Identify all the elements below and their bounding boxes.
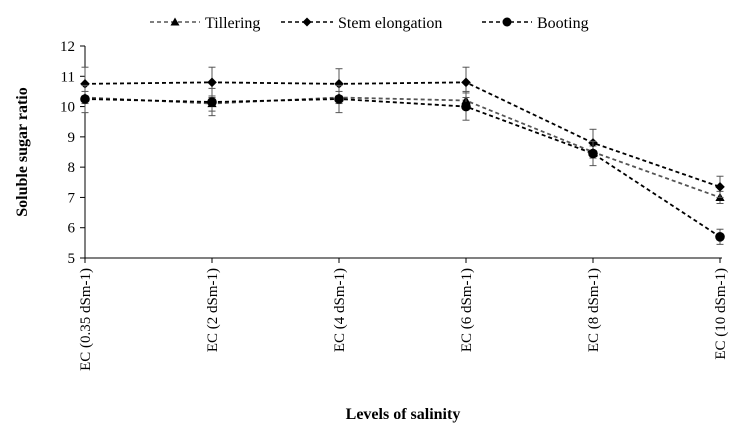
data-point <box>715 182 725 192</box>
x-ticks: EC (0.35 dSm-1) EC (2 dSm-1) EC (4 dSm-1) E… <box>78 258 729 371</box>
y-axis-title: Soluble sugar ratio <box>14 87 31 217</box>
legend-label-stem-elongation: Stem elongation <box>338 15 442 32</box>
x-tick-label: EC (10 dSm-1) <box>713 268 729 360</box>
legend-marker-booting <box>502 17 512 27</box>
axes <box>84 46 722 259</box>
legend-marker-tillering <box>170 17 180 26</box>
series-line <box>84 96 721 199</box>
legend-label-tillering: Tillering <box>205 15 260 32</box>
data-point <box>461 77 471 88</box>
x-tick-label: EC (0.35 dSm-1) <box>78 268 94 371</box>
data-point <box>80 94 90 104</box>
y-tick-label: 6 <box>68 221 76 237</box>
legend-item-booting: Booting <box>482 15 589 32</box>
data-point <box>588 148 598 159</box>
series-booting <box>80 84 725 245</box>
x-tick-label: EC (4 dSm-1) <box>332 268 348 352</box>
x-axis-title: Levels of salinity <box>346 406 461 423</box>
legend-marker-stem-elongation <box>302 17 312 27</box>
legend: Tillering Stem elongation Booting <box>150 15 589 32</box>
legend-item-stem-elongation: Stem elongation <box>281 15 442 32</box>
series-line <box>84 81 721 188</box>
y-tick-label: 10 <box>60 100 75 116</box>
data-point <box>334 94 344 104</box>
x-tick-label: EC (2 dSm-1) <box>205 268 221 352</box>
series-line <box>84 98 721 238</box>
x-tick-label: EC (6 dSm-1) <box>459 268 475 352</box>
series-layer <box>80 66 725 245</box>
legend-item-tillering: Tillering <box>150 15 260 32</box>
y-tick-label: 11 <box>61 69 75 85</box>
data-point <box>80 79 90 89</box>
series-tillering <box>80 90 725 204</box>
y-tick-label: 7 <box>68 190 76 206</box>
y-tick-label: 12 <box>60 39 75 55</box>
data-point <box>715 232 725 242</box>
y-tick-label: 9 <box>68 130 76 146</box>
data-point <box>334 79 344 89</box>
x-tick-label: EC (8 dSm-1) <box>586 268 602 352</box>
y-tick-label: 8 <box>68 160 76 176</box>
y-ticks: 5 6 7 8 9 10 11 12 <box>60 39 85 267</box>
y-tick-label: 5 <box>68 251 76 267</box>
series-stem-elongation <box>80 66 725 198</box>
data-point <box>461 101 471 112</box>
legend-label-booting: Booting <box>537 15 589 32</box>
data-point <box>207 77 217 88</box>
data-point <box>207 97 217 107</box>
